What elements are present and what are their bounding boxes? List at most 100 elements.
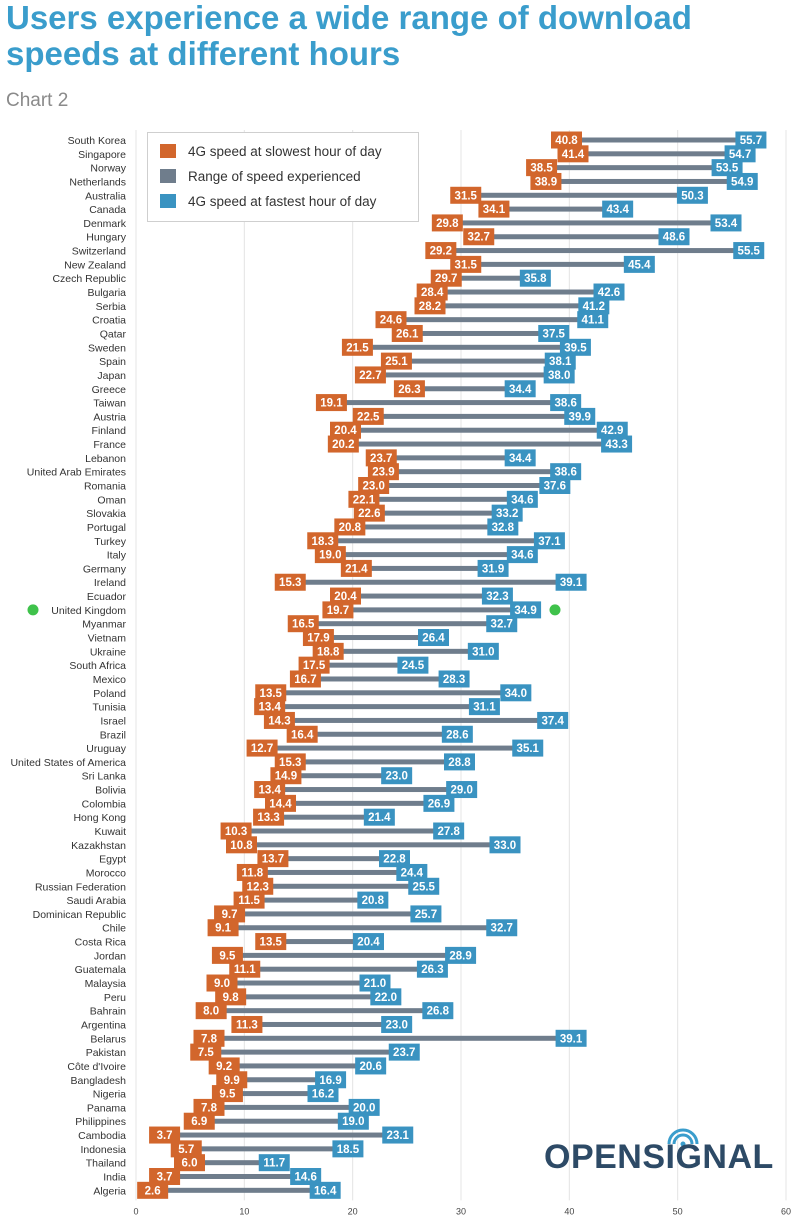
fastest-value-united-states-of-america: 28.8	[448, 757, 471, 769]
country-label-india: India	[103, 1172, 126, 1184]
range-bar-italy	[341, 552, 511, 558]
slowest-marker-malaysia	[206, 974, 238, 992]
range-bar-austria	[379, 413, 569, 419]
slowest-value-vietnam: 17.9	[307, 633, 329, 645]
country-label-australia: Australia	[85, 190, 126, 202]
x-tick-label: 10	[239, 1206, 249, 1216]
fastest-value-egypt: 22.8	[383, 854, 406, 866]
fastest-marker-slovakia	[491, 504, 523, 522]
fastest-value-qatar: 37.5	[543, 328, 566, 340]
range-bar-germany	[367, 565, 482, 571]
slowest-marker-tunisia	[254, 698, 286, 716]
fastest-marker-israel	[537, 711, 569, 729]
fastest-marker-argentina	[381, 1015, 413, 1033]
range-bar-panama	[220, 1104, 353, 1110]
fastest-marker-germany	[477, 559, 509, 577]
fastest-value-panama: 20.0	[353, 1102, 375, 1114]
slowest-marker-germany	[340, 559, 372, 577]
fastest-value-lebanon: 34.4	[509, 453, 532, 465]
country-label-ukraine: Ukraine	[90, 646, 126, 658]
highlight-dot-left	[27, 604, 39, 616]
country-label-mexico: Mexico	[93, 674, 126, 686]
country-label-oman: Oman	[97, 494, 126, 506]
slowest-marker-turkey	[307, 532, 339, 550]
fastest-marker-bangladesh	[315, 1071, 347, 1089]
slowest-value-myanmar: 16.5	[292, 619, 315, 631]
country-label-colombia: Colombia	[82, 798, 127, 810]
range-bar-vietnam	[329, 635, 422, 641]
range-bar-united-kingdom	[349, 607, 515, 613]
country-label-hong-kong: Hong Kong	[73, 812, 126, 824]
x-tick-label: 60	[781, 1206, 791, 1216]
slowest-value-brazil: 16.4	[291, 729, 314, 741]
slowest-value-argentina: 11.3	[236, 1019, 258, 1031]
fastest-value-c-te-d-ivoire: 20.6	[359, 1061, 381, 1073]
fastest-marker-thailand	[258, 1154, 290, 1172]
slowest-marker-egypt	[257, 850, 289, 868]
range-bar-hong-kong	[280, 814, 368, 820]
slowest-value-canada: 34.1	[483, 204, 506, 216]
legend-swatch-range	[160, 169, 176, 183]
fastest-marker-uruguay	[512, 739, 544, 757]
slowest-value-saudi-arabia: 11.5	[238, 895, 260, 907]
range-bar-greece	[420, 386, 509, 392]
range-bar-portugal	[361, 524, 492, 530]
country-label-south-korea: South Korea	[68, 135, 127, 147]
fastest-value-colombia: 26.9	[428, 798, 450, 810]
fastest-marker-czech-republic	[519, 269, 551, 287]
fastest-value-bahrain: 26.8	[427, 1006, 450, 1018]
slowest-marker-morocco	[236, 863, 268, 881]
range-bar-netherlands	[557, 178, 731, 184]
slowest-marker-spain	[380, 352, 412, 370]
country-label-united-arab-emirates: United Arab Emirates	[27, 467, 126, 479]
country-label-romania: Romania	[84, 481, 126, 493]
slowest-value-singapore: 41.4	[562, 149, 585, 161]
fastest-marker-malaysia	[359, 974, 391, 992]
fastest-value-singapore: 54.7	[729, 149, 751, 161]
slowest-value-nigeria: 9.5	[219, 1089, 236, 1101]
country-label-croatia: Croatia	[92, 315, 126, 327]
range-bar-saudi-arabia	[260, 897, 362, 903]
slowest-marker-australia	[450, 186, 482, 204]
fastest-value-new-zealand: 45.4	[628, 259, 651, 271]
fastest-marker-greece	[504, 380, 536, 398]
fastest-value-taiwan: 38.6	[554, 398, 576, 410]
country-label-serbia: Serbia	[96, 301, 127, 313]
fastest-value-bolivia: 29.0	[450, 785, 472, 797]
slowest-value-kazakhstan: 10.8	[230, 840, 253, 852]
range-bar-czech-republic	[457, 275, 524, 281]
country-label-turkey: Turkey	[94, 536, 126, 548]
slowest-marker-slovakia	[353, 504, 385, 522]
range-bar-egypt	[284, 856, 383, 862]
slowest-value-united-states-of-america: 15.3	[279, 757, 301, 769]
range-bar-switzerland	[452, 248, 738, 254]
country-label-c-te-d-ivoire: Côte d'Ivoire	[67, 1061, 126, 1073]
slowest-marker-ireland	[274, 573, 306, 591]
slowest-value-chile: 9.1	[215, 923, 232, 935]
slowest-marker-bahrain	[195, 1002, 227, 1020]
range-bar-oman	[375, 496, 511, 502]
fastest-value-united-arab-emirates: 38.6	[554, 467, 576, 479]
slowest-value-poland: 13.5	[260, 688, 283, 700]
legend-swatch-fastest	[160, 194, 176, 208]
chart-subtitle: Chart 2	[6, 90, 69, 111]
fastest-marker-bahrain	[422, 1002, 454, 1020]
range-bar-malaysia	[233, 980, 364, 986]
fastest-value-ukraine: 31.0	[472, 646, 494, 658]
fastest-value-portugal: 32.8	[492, 522, 515, 534]
fastest-value-germany: 31.9	[482, 563, 504, 575]
fastest-value-thailand: 11.7	[263, 1158, 285, 1170]
slowest-value-malaysia: 9.0	[214, 978, 230, 990]
slowest-value-ireland: 15.3	[279, 577, 301, 589]
country-label-algeria: Algeria	[93, 1185, 126, 1197]
fastest-marker-egypt	[379, 850, 410, 868]
fastest-value-croatia: 41.1	[582, 315, 605, 327]
fastest-marker-serbia	[578, 297, 610, 315]
range-bar-finland	[357, 427, 601, 433]
country-label-kazakhstan: Kazakhstan	[71, 840, 126, 852]
fastest-marker-indonesia	[332, 1140, 364, 1158]
slowest-marker-norway	[526, 159, 558, 177]
fastest-value-south-korea: 55.7	[740, 135, 762, 147]
fastest-value-australia: 50.3	[681, 190, 703, 202]
slowest-marker-thailand	[174, 1154, 205, 1172]
